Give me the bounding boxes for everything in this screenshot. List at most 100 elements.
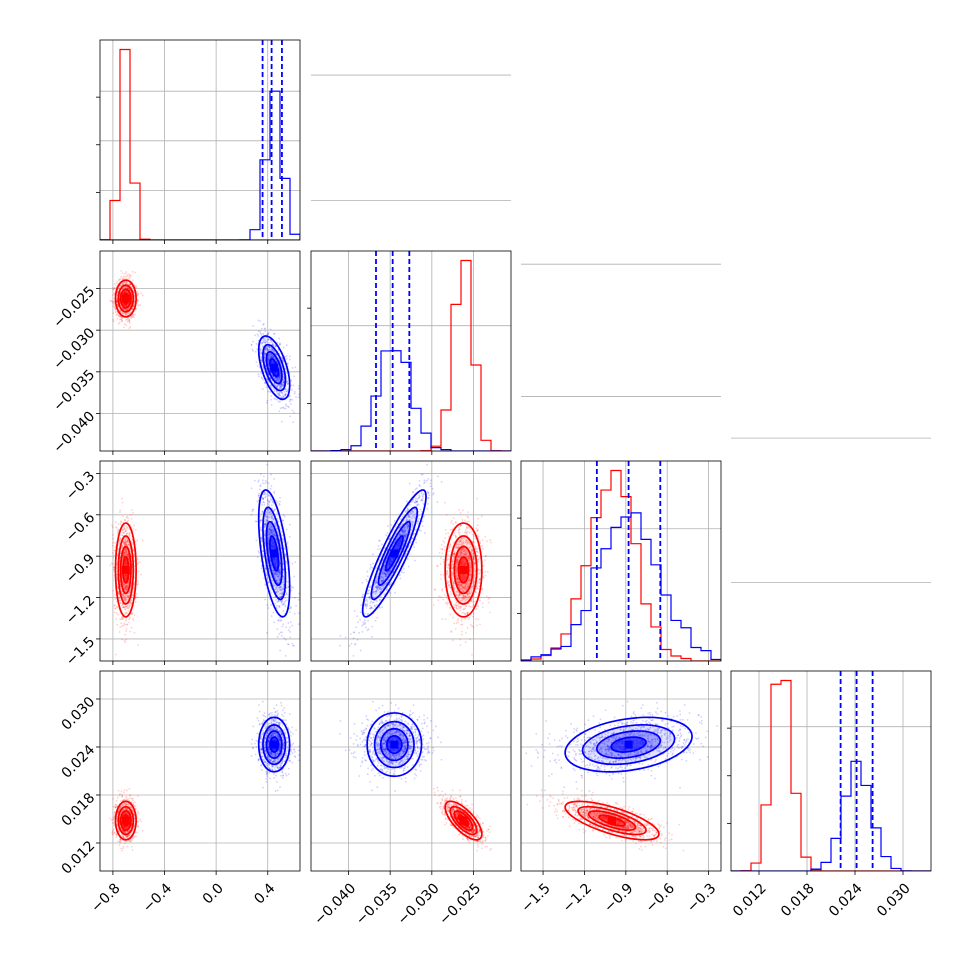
scatter-point [444, 542, 446, 544]
scatter-point [292, 367, 294, 369]
scatter-point [445, 529, 447, 531]
scatter-point [276, 501, 278, 503]
scatter-point [444, 546, 446, 548]
scatter-point [124, 323, 126, 325]
scatter-point [260, 484, 262, 486]
scatter-point [120, 270, 122, 272]
scatter-point [289, 636, 291, 638]
scatter-point [117, 614, 119, 616]
scatter-point [133, 525, 135, 527]
scatter-point [125, 638, 127, 640]
scatter-point [266, 400, 268, 402]
scatter-point [279, 504, 281, 506]
scatter-point [294, 561, 296, 563]
scatter-point [278, 338, 280, 340]
scatter-point [140, 574, 142, 576]
scatter-point [124, 641, 126, 643]
scatter-point [298, 388, 300, 390]
scatter-point [128, 319, 130, 321]
scatter-point [452, 523, 454, 525]
scatter-point [293, 576, 295, 578]
scatter-point [136, 291, 138, 293]
scatter-point [294, 597, 296, 599]
scatter-point [140, 293, 142, 295]
scatter-point [270, 395, 272, 397]
scatter-point [118, 523, 120, 525]
scatter-point [441, 618, 443, 620]
scatter-point [127, 321, 129, 323]
scatter-point [265, 480, 267, 482]
scatter-point [132, 512, 134, 514]
scatter-point [135, 601, 137, 603]
scatter-point [131, 518, 133, 520]
scatter-point [114, 612, 116, 614]
scatter-point [445, 595, 447, 597]
scatter-point [129, 278, 131, 280]
scatter-point [294, 366, 296, 368]
scatter-point [290, 621, 292, 623]
scatter-point [285, 639, 287, 641]
scatter-point [262, 388, 264, 390]
scatter-point [453, 517, 455, 519]
scatter-point [484, 559, 486, 561]
scatter-point [125, 620, 127, 622]
scatter-point [251, 514, 253, 516]
scatter-point [134, 314, 136, 316]
scatter-point [289, 355, 291, 357]
scatter-point [139, 561, 141, 563]
scatter-point [289, 401, 291, 403]
scatter-point [114, 287, 116, 289]
scatter-point [292, 410, 294, 412]
scatter-point [258, 552, 260, 554]
scatter-point [298, 385, 300, 387]
scatter-point [298, 612, 300, 614]
scatter-point [115, 285, 117, 287]
scatter-point [115, 521, 117, 523]
scatter-point [114, 283, 116, 285]
scatter-point [114, 607, 116, 609]
scatter-point [289, 611, 291, 613]
scatter-point [116, 314, 118, 316]
scatter-point [281, 635, 283, 637]
scatter-point [128, 327, 130, 329]
scatter-point [277, 636, 279, 638]
scatter-point [293, 587, 295, 589]
scatter-point [126, 274, 128, 276]
scatter-point [482, 602, 484, 604]
scatter-point [121, 498, 123, 500]
density-peak [122, 295, 130, 303]
scatter-point [111, 300, 113, 302]
scatter-point [132, 620, 134, 622]
scatter-point [290, 403, 292, 405]
scatter-point [112, 534, 114, 536]
scatter-point [259, 489, 261, 491]
scatter-point [482, 607, 484, 609]
scatter-point [116, 283, 118, 285]
scatter-point [131, 509, 133, 511]
scatter-point [260, 473, 262, 475]
scatter-point [118, 323, 120, 325]
scatter-point [128, 622, 130, 624]
scatter-point [293, 384, 295, 386]
scatter-point [292, 563, 294, 565]
scatter-point [124, 273, 126, 275]
scatter-point [251, 344, 253, 346]
scatter-point [266, 604, 268, 606]
scatter-point [442, 599, 444, 601]
scatter-point [257, 447, 259, 449]
scatter-point [119, 631, 121, 633]
scatter-point [125, 271, 127, 273]
scatter-point [294, 391, 296, 393]
scatter-point [279, 342, 281, 344]
scatter-point [113, 320, 115, 322]
scatter-point [116, 606, 118, 608]
scatter-point [290, 384, 292, 386]
scatter-point [254, 334, 256, 336]
scatter-point [264, 583, 266, 585]
scatter-point [270, 399, 272, 401]
scatter-point [270, 604, 272, 606]
scatter-point [116, 624, 118, 626]
scatter-point [123, 327, 125, 329]
scatter-point [129, 631, 131, 633]
